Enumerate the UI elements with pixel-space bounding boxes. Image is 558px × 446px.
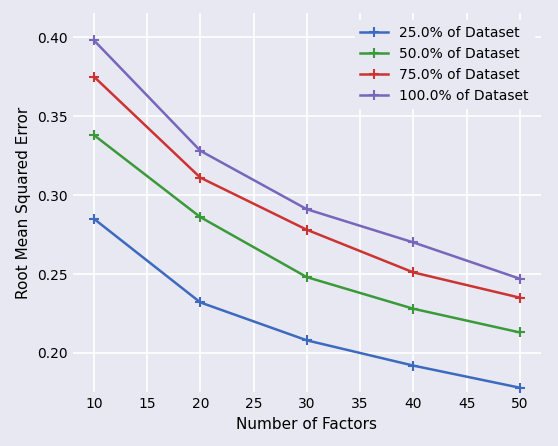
X-axis label: Number of Factors: Number of Factors	[237, 417, 377, 432]
100.0% of Dataset	[304, 206, 310, 212]
100.0% of Dataset	[90, 37, 97, 43]
Y-axis label: Root Mean Squared Error: Root Mean Squared Error	[17, 107, 31, 299]
Line: 50.0% of Dataset: 50.0% of Dataset	[89, 130, 525, 337]
25.0% of Dataset	[517, 385, 523, 390]
100.0% of Dataset	[197, 148, 204, 153]
75.0% of Dataset	[90, 74, 97, 79]
Line: 25.0% of Dataset: 25.0% of Dataset	[89, 214, 525, 392]
50.0% of Dataset	[304, 274, 310, 280]
50.0% of Dataset	[197, 215, 204, 220]
50.0% of Dataset	[90, 132, 97, 138]
75.0% of Dataset	[517, 295, 523, 301]
25.0% of Dataset	[304, 338, 310, 343]
25.0% of Dataset	[90, 216, 97, 221]
25.0% of Dataset	[410, 363, 417, 368]
75.0% of Dataset	[197, 175, 204, 180]
75.0% of Dataset	[304, 227, 310, 232]
Line: 100.0% of Dataset: 100.0% of Dataset	[89, 35, 525, 284]
50.0% of Dataset	[410, 306, 417, 311]
25.0% of Dataset	[197, 300, 204, 305]
100.0% of Dataset	[410, 240, 417, 245]
75.0% of Dataset	[410, 270, 417, 275]
100.0% of Dataset	[517, 276, 523, 281]
50.0% of Dataset	[517, 330, 523, 335]
Legend: 25.0% of Dataset, 50.0% of Dataset, 75.0% of Dataset, 100.0% of Dataset: 25.0% of Dataset, 50.0% of Dataset, 75.0…	[355, 21, 535, 108]
Line: 75.0% of Dataset: 75.0% of Dataset	[89, 72, 525, 302]
